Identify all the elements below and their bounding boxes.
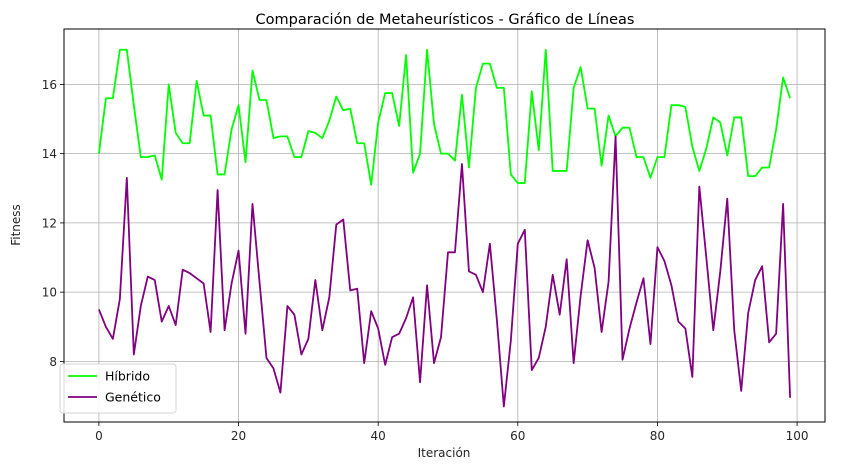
x-tick-label: 60 [510,429,525,443]
x-tick-label: 20 [231,429,246,443]
x-tick-label: 0 [95,429,103,443]
series-line-hibrido [98,48,791,186]
x-tick-label: 40 [371,429,386,443]
series-lines [98,48,791,408]
y-axis-label: Fitness [9,204,23,246]
axis-ticks: 0 20 40 60 80 100 8 10 12 14 16 [42,78,809,443]
y-tick-label: 8 [49,355,57,369]
y-tick-label: 12 [42,216,57,230]
y-tick-label: 16 [42,78,57,92]
legend-label-hibrido: Híbrido [105,369,150,384]
x-tick-label: 80 [650,429,665,443]
plot-frame [63,28,826,423]
y-tick-label: 14 [42,147,57,161]
series-line-genetico [98,135,791,408]
legend-label-genetico: Genético [105,390,161,405]
x-axis-label: Iteración [418,446,471,460]
x-tick-label: 100 [786,429,809,443]
legend: Híbrido Genético [59,363,177,414]
y-tick-label: 10 [42,286,57,300]
chart-title: Comparación de Metaheurísticos - Gráfico… [256,12,635,28]
